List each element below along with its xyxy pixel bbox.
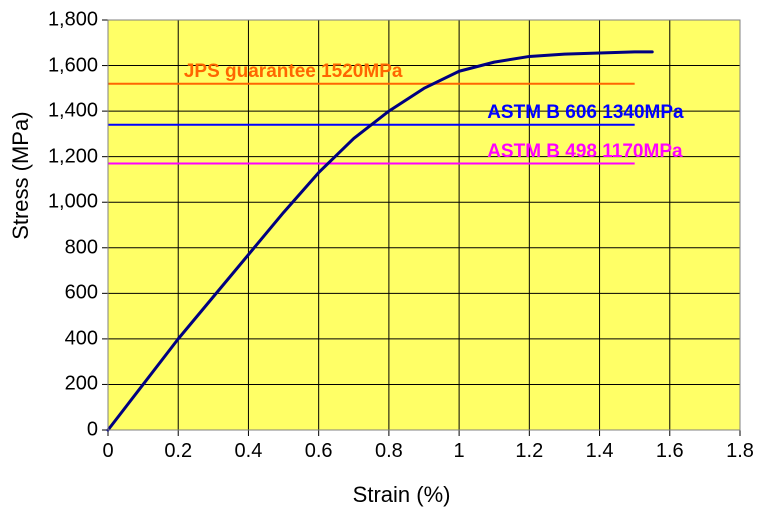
y-tick-label: 1,200 [48, 145, 98, 168]
x-tick-label: 0 [102, 440, 113, 463]
x-tick-label: 1 [454, 440, 465, 463]
y-axis-title: Stress (MPa) [8, 111, 34, 239]
reference-line-label: ASTM B 498 1170MPa [487, 141, 682, 163]
stress-strain-chart: Stress (MPa) Strain (%) 0 0.2 0.4 0.6 0.8 1 1.… [0, 0, 764, 516]
reference-line-label: JPS guarantee 1520MPa [184, 61, 403, 83]
y-tick-label: 1,000 [48, 191, 98, 214]
y-tick-label: 400 [65, 327, 98, 350]
x-axis-title: Strain (%) [353, 482, 451, 508]
y-tick-label: 200 [65, 373, 98, 396]
y-tick-label: 1,600 [48, 54, 98, 77]
x-tick-label: 1.4 [586, 440, 614, 463]
x-tick-label: 0.8 [375, 440, 403, 463]
y-tick-label: 1,800 [48, 9, 98, 32]
x-tick-label: 1.6 [656, 440, 684, 463]
x-tick-label: 0.4 [235, 440, 263, 463]
y-tick-label: 1,400 [48, 100, 98, 123]
reference-line-label: ASTM B 606 1340MPa [487, 102, 683, 124]
y-tick-label: 0 [87, 419, 98, 442]
y-tick-label: 600 [65, 282, 98, 305]
x-tick-label: 1.2 [515, 440, 543, 463]
y-tick-label: 800 [65, 236, 98, 259]
x-tick-label: 0.2 [164, 440, 192, 463]
x-tick-label: 0.6 [305, 440, 333, 463]
x-tick-label: 1.8 [726, 440, 754, 463]
